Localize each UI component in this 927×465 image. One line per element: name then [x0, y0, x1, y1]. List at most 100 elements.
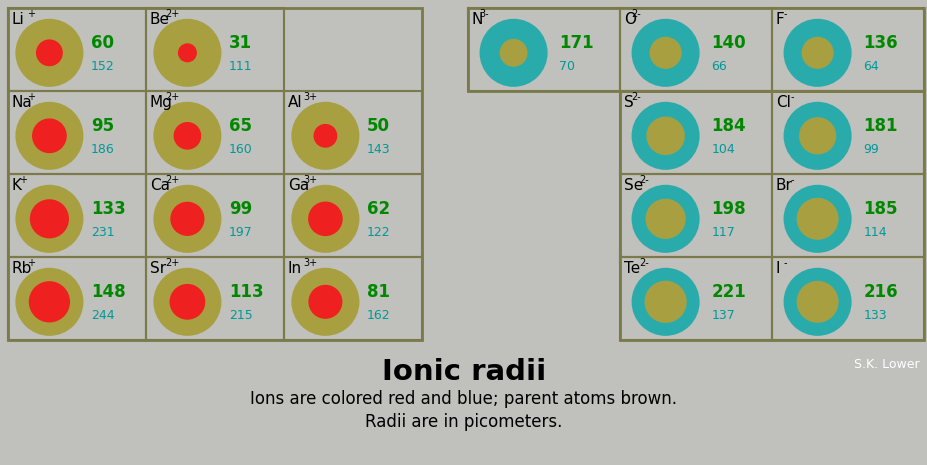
Text: 95: 95 [91, 117, 114, 135]
Bar [8, 91, 146, 174]
Circle shape [171, 202, 204, 236]
Circle shape [16, 19, 83, 87]
Circle shape [30, 199, 69, 239]
Text: N: N [472, 12, 483, 27]
Text: 2-: 2- [630, 9, 641, 19]
Text: 137: 137 [710, 309, 734, 322]
Bar [284, 174, 422, 257]
Text: 2+: 2+ [165, 258, 179, 268]
Text: 136: 136 [862, 34, 896, 52]
Circle shape [782, 19, 851, 87]
Text: 111: 111 [229, 60, 252, 73]
Circle shape [36, 40, 63, 66]
Circle shape [29, 281, 70, 322]
Text: 162: 162 [366, 309, 390, 322]
Text: 64: 64 [862, 60, 878, 73]
Text: 113: 113 [229, 283, 263, 301]
Circle shape [153, 268, 222, 336]
Text: +: + [19, 175, 28, 185]
Text: 133: 133 [91, 200, 125, 218]
Text: 197: 197 [229, 226, 252, 239]
Text: S: S [623, 95, 633, 110]
Bar [284, 91, 422, 174]
Text: 184: 184 [710, 117, 745, 135]
Text: 143: 143 [366, 143, 390, 156]
Bar [771, 174, 923, 257]
Text: 181: 181 [862, 117, 896, 135]
Bar [8, 8, 146, 91]
Text: 244: 244 [91, 309, 114, 322]
Circle shape [795, 281, 838, 323]
Bar [146, 91, 284, 174]
Circle shape [782, 268, 851, 336]
Text: 2+: 2+ [165, 9, 179, 19]
Circle shape [313, 124, 337, 148]
Text: 152: 152 [91, 60, 114, 73]
Text: Rb: Rb [12, 261, 32, 276]
Circle shape [798, 117, 835, 154]
Text: -: - [790, 175, 794, 185]
Bar [619, 174, 771, 257]
Text: 160: 160 [229, 143, 252, 156]
Circle shape [153, 19, 222, 87]
Text: Te: Te [623, 261, 640, 276]
Text: 50: 50 [366, 117, 389, 135]
Bar [8, 8, 422, 340]
Text: 104: 104 [710, 143, 734, 156]
Text: Br: Br [775, 178, 792, 193]
Circle shape [631, 185, 699, 253]
Text: 2-: 2- [639, 258, 648, 268]
Text: 70: 70 [559, 60, 575, 73]
Circle shape [291, 268, 359, 336]
Circle shape [178, 43, 197, 62]
Text: 185: 185 [862, 200, 896, 218]
Circle shape [644, 281, 686, 323]
Text: 3-: 3- [479, 9, 489, 19]
Text: I: I [775, 261, 780, 276]
Text: Ga: Ga [287, 178, 309, 193]
Text: 2+: 2+ [165, 92, 179, 102]
Circle shape [308, 285, 342, 319]
Circle shape [782, 102, 851, 170]
Circle shape [649, 37, 681, 69]
Text: 60: 60 [91, 34, 114, 52]
Circle shape [631, 268, 699, 336]
Text: 216: 216 [862, 283, 896, 301]
Text: Ca: Ca [150, 178, 170, 193]
Circle shape [291, 102, 359, 170]
Text: Li: Li [12, 12, 25, 27]
Text: 2-: 2- [639, 175, 648, 185]
Bar [8, 257, 146, 340]
Bar [619, 91, 923, 340]
Bar [771, 91, 923, 174]
Text: 3+: 3+ [303, 258, 317, 268]
Text: Radii are in picometers.: Radii are in picometers. [365, 413, 562, 431]
Bar [284, 257, 422, 340]
Bar [467, 8, 619, 91]
Text: +: + [27, 258, 35, 268]
Circle shape [479, 19, 547, 87]
Text: 133: 133 [862, 309, 886, 322]
Circle shape [170, 284, 205, 320]
Text: 148: 148 [91, 283, 125, 301]
Text: 122: 122 [366, 226, 390, 239]
Text: 66: 66 [710, 60, 726, 73]
Text: S.K. Lower: S.K. Lower [854, 358, 919, 371]
Bar [771, 257, 923, 340]
Circle shape [153, 185, 222, 253]
Circle shape [308, 201, 342, 236]
Text: 3+: 3+ [303, 175, 317, 185]
Bar [8, 174, 146, 257]
Circle shape [173, 122, 201, 150]
Text: 231: 231 [91, 226, 114, 239]
Text: 99: 99 [862, 143, 878, 156]
Bar [146, 8, 284, 91]
Text: 221: 221 [710, 283, 745, 301]
Text: 198: 198 [710, 200, 745, 218]
Text: 2+: 2+ [165, 175, 179, 185]
Circle shape [646, 117, 684, 155]
Bar [771, 8, 923, 91]
Text: F: F [775, 12, 784, 27]
Text: 2-: 2- [630, 92, 641, 102]
Text: +: + [27, 9, 35, 19]
